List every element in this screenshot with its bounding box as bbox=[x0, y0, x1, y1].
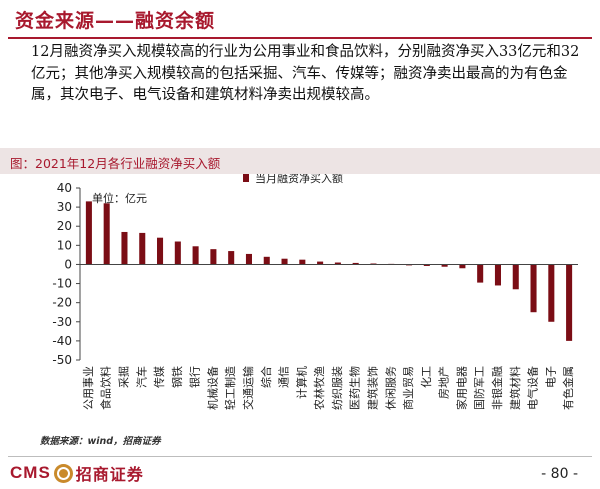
footer-divider bbox=[8, 456, 592, 457]
bar bbox=[245, 253, 252, 265]
bar bbox=[441, 264, 448, 267]
x-tick-label: 机械设备 bbox=[205, 366, 219, 410]
x-tick-label: 综合 bbox=[259, 366, 273, 388]
bar bbox=[299, 259, 306, 265]
y-tick-label: -20 bbox=[52, 296, 72, 310]
page-title: 资金来源——融资余额 bbox=[15, 10, 216, 32]
logo-cms-text: CMS bbox=[10, 463, 51, 482]
bar bbox=[192, 246, 199, 265]
bar bbox=[334, 262, 341, 265]
bar bbox=[477, 264, 484, 283]
x-tick-label: 电子 bbox=[544, 366, 557, 388]
x-tick-label: 农林牧渔 bbox=[312, 366, 326, 410]
bar bbox=[530, 264, 537, 313]
x-tick-label: 非银金融 bbox=[490, 366, 504, 410]
logo-badge-icon bbox=[53, 463, 73, 483]
unit-label: 单位：亿元 bbox=[92, 191, 147, 205]
x-tick-label: 交通运输 bbox=[241, 366, 255, 410]
bar bbox=[317, 261, 324, 265]
company-logo: CMS 招商证券 bbox=[10, 462, 144, 484]
y-tick-label: -10 bbox=[52, 277, 72, 291]
x-tick-label: 电气设备 bbox=[526, 366, 540, 410]
x-tick-label: 通信 bbox=[278, 366, 291, 388]
x-tick-label: 纺织服装 bbox=[330, 366, 344, 410]
y-tick-label: 10 bbox=[57, 238, 72, 252]
bar bbox=[157, 237, 164, 265]
bar bbox=[548, 264, 555, 322]
bar bbox=[174, 241, 181, 265]
x-tick-label: 银行 bbox=[188, 366, 202, 388]
y-tick-label: 20 bbox=[57, 219, 72, 233]
y-tick-label: 0 bbox=[64, 257, 72, 271]
x-tick-label: 采掘 bbox=[116, 366, 130, 388]
y-tick-label: 30 bbox=[57, 200, 72, 214]
x-tick-label: 建筑材料 bbox=[508, 366, 522, 410]
bar bbox=[512, 264, 519, 290]
x-tick-label: 计算机 bbox=[294, 366, 308, 399]
x-tick-label: 国防军工 bbox=[472, 366, 486, 410]
bar bbox=[85, 201, 92, 265]
x-tick-label: 汽车 bbox=[134, 366, 148, 388]
data-source: 数据来源：wind，招商证券 bbox=[40, 436, 161, 447]
legend-swatch bbox=[243, 174, 249, 182]
industry-margin-chart: -50 -40 -30 -20 -10 0 10 20 30 40 公用事业 食品饮料 采掘 汽车 传媒 钢铁… bbox=[52, 174, 578, 410]
x-tick-label: 食品饮料 bbox=[99, 366, 113, 410]
y-tick-label: 40 bbox=[57, 181, 72, 195]
legend-label: 当月融资净买入额 bbox=[255, 174, 343, 185]
bar bbox=[494, 264, 501, 286]
bar bbox=[281, 258, 288, 265]
bar bbox=[263, 256, 270, 265]
bar bbox=[139, 232, 146, 265]
page-number: - 80 - bbox=[541, 466, 578, 482]
x-tick-label: 轻工制造 bbox=[223, 366, 237, 410]
x-tick-label: 商业贸易 bbox=[401, 366, 415, 410]
x-tick-label: 房地产 bbox=[437, 366, 451, 399]
x-tick-label: 化工 bbox=[419, 366, 433, 388]
x-tick-label: 家用电器 bbox=[454, 366, 468, 410]
y-tick-label: -50 bbox=[52, 353, 72, 367]
x-tick-label: 建筑装饰 bbox=[365, 366, 379, 410]
x-tick-label: 公用事业 bbox=[82, 366, 95, 410]
bar bbox=[228, 251, 235, 265]
x-tick-label: 传媒 bbox=[153, 366, 166, 388]
figure-caption: 图：2021年12月各行业融资净买入额 bbox=[10, 156, 221, 171]
logo-cn-text: 招商证券 bbox=[75, 465, 144, 484]
title-divider bbox=[8, 37, 592, 39]
bar bbox=[103, 203, 110, 265]
bar bbox=[566, 264, 573, 341]
y-tick-label: -40 bbox=[52, 334, 72, 348]
bar bbox=[210, 249, 217, 265]
x-tick-label: 有色金属 bbox=[561, 366, 575, 410]
bar bbox=[121, 231, 128, 265]
y-tick-label: -30 bbox=[52, 315, 72, 329]
bar bbox=[423, 264, 430, 266]
bar bbox=[459, 264, 466, 269]
x-tick-label: 钢铁 bbox=[171, 366, 184, 388]
summary-text: 12月融资净买入规模较高的行业为公用事业和食品饮料，分别融资净买入33亿元和32… bbox=[31, 44, 580, 103]
x-tick-label: 医药生物 bbox=[348, 366, 362, 410]
x-tick-label: 休闲服务 bbox=[383, 366, 397, 410]
figure-caption-band: 图：2021年12月各行业融资净买入额 bbox=[0, 148, 600, 174]
bar bbox=[352, 262, 359, 265]
